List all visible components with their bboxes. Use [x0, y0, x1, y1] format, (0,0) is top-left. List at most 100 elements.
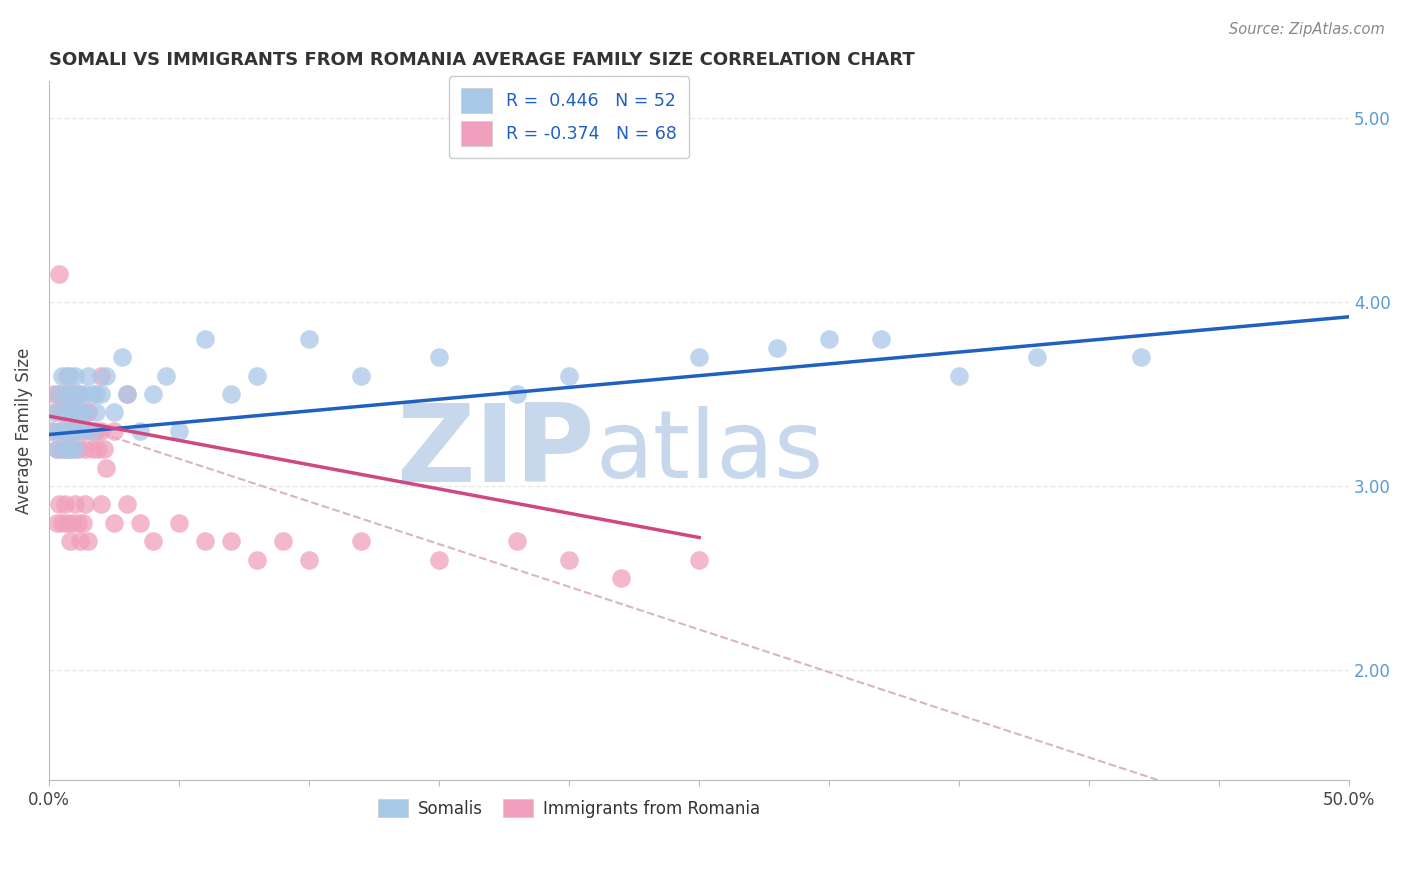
- Point: [56, 442, 79, 457]
- Point: [103, 424, 125, 438]
- Point: [63, 368, 86, 383]
- Point: [96, 460, 118, 475]
- Point: [115, 387, 138, 401]
- Point: [818, 332, 841, 346]
- Point: [45, 405, 67, 419]
- Point: [53, 497, 76, 511]
- Point: [63, 405, 86, 419]
- Point: [142, 387, 165, 401]
- Point: [75, 497, 97, 511]
- Point: [427, 552, 450, 566]
- Point: [506, 387, 529, 401]
- Point: [96, 368, 118, 383]
- Point: [194, 534, 217, 549]
- Point: [51, 405, 73, 419]
- Point: [298, 332, 321, 346]
- Point: [246, 368, 269, 383]
- Point: [87, 442, 110, 457]
- Point: [77, 405, 100, 419]
- Point: [115, 387, 138, 401]
- Point: [271, 534, 294, 549]
- Point: [56, 387, 79, 401]
- Point: [44, 387, 66, 401]
- Point: [194, 332, 217, 346]
- Point: [48, 387, 70, 401]
- Point: [129, 424, 152, 438]
- Point: [45, 442, 67, 457]
- Point: [60, 387, 83, 401]
- Point: [51, 405, 73, 419]
- Point: [870, 332, 893, 346]
- Point: [558, 552, 581, 566]
- Point: [53, 424, 76, 438]
- Point: [48, 497, 70, 511]
- Point: [60, 516, 83, 530]
- Point: [56, 368, 79, 383]
- Point: [44, 405, 66, 419]
- Point: [69, 387, 91, 401]
- Point: [63, 387, 86, 401]
- Point: [427, 351, 450, 365]
- Point: [75, 387, 97, 401]
- Point: [77, 368, 100, 383]
- Point: [103, 516, 125, 530]
- Point: [79, 424, 101, 438]
- Text: atlas: atlas: [595, 406, 824, 498]
- Point: [59, 387, 82, 401]
- Point: [90, 387, 112, 401]
- Text: ZIP: ZIP: [396, 399, 595, 505]
- Point: [60, 424, 83, 438]
- Point: [558, 368, 581, 383]
- Text: Source: ZipAtlas.com: Source: ZipAtlas.com: [1229, 22, 1385, 37]
- Point: [51, 424, 73, 438]
- Point: [56, 516, 79, 530]
- Point: [66, 516, 89, 530]
- Point: [75, 442, 97, 457]
- Legend: Somalis, Immigrants from Romania: Somalis, Immigrants from Romania: [371, 792, 766, 824]
- Point: [111, 351, 134, 365]
- Point: [53, 405, 76, 419]
- Point: [79, 424, 101, 438]
- Point: [69, 424, 91, 438]
- Point: [60, 442, 83, 457]
- Point: [51, 442, 73, 457]
- Point: [48, 424, 70, 438]
- Point: [59, 368, 82, 383]
- Point: [506, 534, 529, 549]
- Point: [66, 387, 89, 401]
- Point: [766, 341, 789, 355]
- Text: SOMALI VS IMMIGRANTS FROM ROMANIA AVERAGE FAMILY SIZE CORRELATION CHART: SOMALI VS IMMIGRANTS FROM ROMANIA AVERAG…: [49, 51, 915, 69]
- Point: [77, 534, 100, 549]
- Point: [246, 552, 269, 566]
- Point: [53, 387, 76, 401]
- Point: [82, 387, 104, 401]
- Y-axis label: Average Family Size: Average Family Size: [15, 348, 32, 514]
- Point: [219, 534, 242, 549]
- Point: [82, 442, 104, 457]
- Point: [155, 368, 177, 383]
- Point: [66, 442, 89, 457]
- Point: [63, 424, 86, 438]
- Point: [60, 405, 83, 419]
- Point: [45, 516, 67, 530]
- Point: [90, 368, 112, 383]
- Point: [72, 516, 94, 530]
- Point: [48, 387, 70, 401]
- Point: [84, 405, 107, 419]
- Point: [72, 405, 94, 419]
- Point: [350, 534, 373, 549]
- Point: [63, 497, 86, 511]
- Point: [103, 405, 125, 419]
- Point: [48, 268, 70, 282]
- Point: [1026, 351, 1049, 365]
- Point: [298, 552, 321, 566]
- Point: [115, 497, 138, 511]
- Point: [69, 534, 91, 549]
- Point: [56, 405, 79, 419]
- Point: [93, 442, 115, 457]
- Point: [41, 424, 63, 438]
- Point: [63, 442, 86, 457]
- Point: [688, 552, 710, 566]
- Point: [59, 424, 82, 438]
- Point: [142, 534, 165, 549]
